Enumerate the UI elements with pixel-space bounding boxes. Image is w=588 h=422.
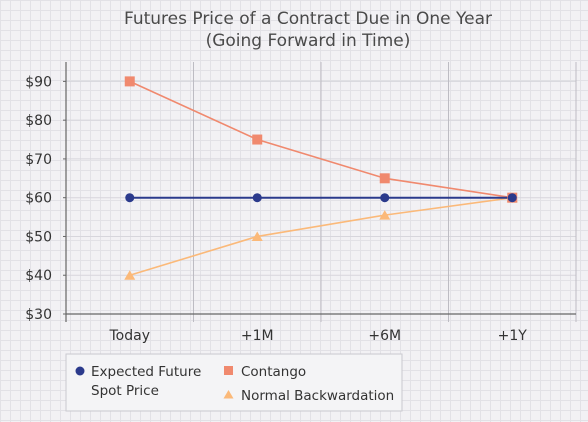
data-series — [124, 76, 518, 280]
y-tick-label: $80 — [25, 113, 52, 129]
y-tick-label: $70 — [25, 152, 52, 168]
y-tick-label: $40 — [25, 268, 52, 284]
x-tick-label: +6M — [368, 328, 401, 344]
data-point-spot — [507, 193, 517, 203]
legend-box — [65, 353, 403, 412]
x-tick-label: +1Y — [498, 328, 528, 344]
y-tick-label: $30 — [25, 307, 52, 323]
series-line-triangle — [129, 196, 513, 276]
data-point-backwardation — [251, 231, 263, 241]
chart-title-line-1: Futures Price of a Contract Due in One Y… — [124, 9, 492, 29]
legend-backwardation-label: Normal Backwardation — [241, 388, 394, 404]
grid-lines — [66, 62, 577, 322]
y-tick-label: $90 — [25, 74, 52, 90]
y-axis-tick-labels: $30 $40 $50 $60 $70 $80 $90 — [25, 74, 52, 323]
chart-title: Futures Price of a Contract Due in One Y… — [124, 9, 492, 51]
data-point-spot — [125, 193, 135, 203]
legend-contango-label: Contango — [241, 364, 306, 380]
chart-title-line-2: (Going Forward in Time) — [206, 31, 411, 51]
data-point-contango — [124, 76, 135, 87]
legend-contango-marker — [224, 366, 233, 375]
y-tick-label: $60 — [25, 191, 52, 207]
data-point-backwardation — [379, 210, 391, 220]
x-axis-tick-labels: Today +1M +6M +1Y — [109, 328, 528, 344]
series-line-square — [129, 80, 513, 199]
legend-spot-marker — [75, 366, 85, 376]
legend-spot-label-line-1: Expected Future — [91, 364, 201, 380]
legend-backwardation-marker — [223, 390, 234, 399]
y-tick-label: $50 — [25, 229, 52, 245]
axes — [63, 62, 576, 322]
data-point-contango — [252, 134, 263, 145]
data-point-spot — [380, 193, 390, 203]
data-point-contango — [379, 173, 390, 184]
legend: Expected Future Spot Price Contango Norm… — [65, 353, 403, 412]
x-tick-label: +1M — [241, 328, 274, 344]
data-point-backwardation — [124, 270, 136, 280]
data-point-spot — [252, 193, 262, 203]
legend-spot-label-line-2: Spot Price — [91, 383, 159, 399]
x-tick-label: Today — [109, 328, 151, 344]
